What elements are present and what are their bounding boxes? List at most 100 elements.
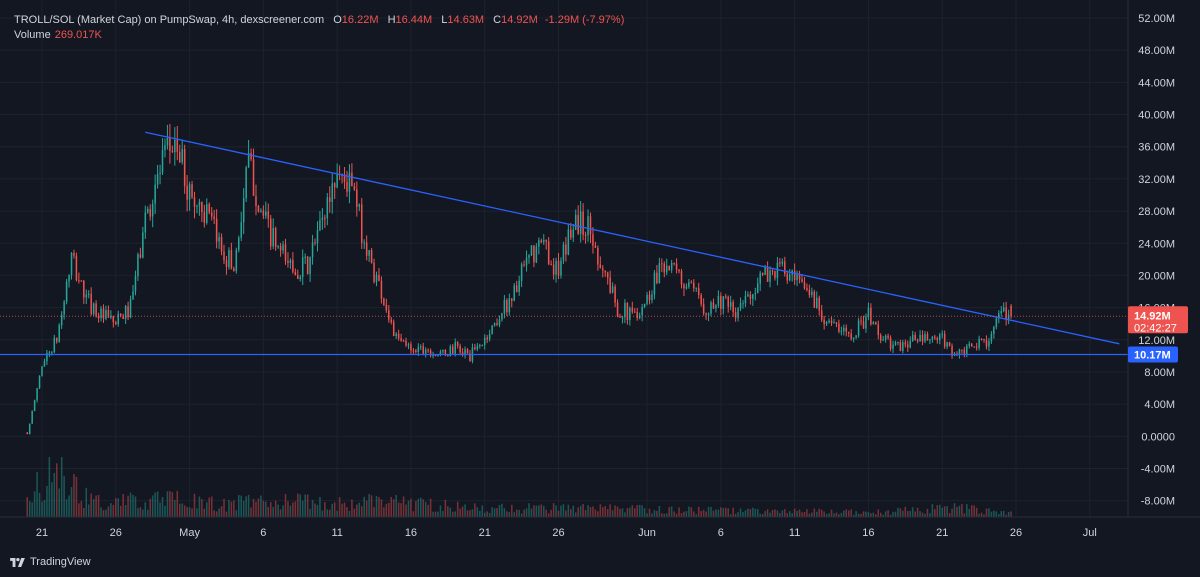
volume-bar xyxy=(242,500,245,517)
candle-body xyxy=(648,294,651,301)
volume-bar xyxy=(501,503,503,517)
candle-body xyxy=(461,352,464,356)
candle-body xyxy=(538,240,540,247)
x-tick-label: 21 xyxy=(479,527,491,539)
candle-body xyxy=(223,251,225,261)
candle-body xyxy=(321,217,324,221)
volume-bar xyxy=(444,499,447,517)
candle-body xyxy=(847,331,850,334)
volume-bar xyxy=(857,513,860,517)
volume-bar xyxy=(186,507,188,517)
candle-body xyxy=(267,211,270,219)
volume-bar xyxy=(326,509,329,517)
candle-body xyxy=(988,341,990,347)
candle-body xyxy=(107,310,110,318)
candle-body xyxy=(503,300,506,314)
volume-bar xyxy=(454,511,456,517)
candle-body xyxy=(737,308,739,318)
volume-bar xyxy=(1002,510,1005,517)
volume-bar xyxy=(897,507,899,517)
candle-body xyxy=(225,260,228,267)
candle-body xyxy=(110,315,112,318)
volume-bar xyxy=(498,504,501,517)
candle-body xyxy=(911,334,914,341)
candle-body xyxy=(574,215,577,230)
candle-body xyxy=(882,339,884,341)
candle-body xyxy=(127,306,129,318)
volume-bar xyxy=(560,505,562,517)
candle-body xyxy=(570,229,572,238)
candle-body xyxy=(63,301,65,315)
volume-bar xyxy=(924,513,926,517)
volume-bar xyxy=(577,507,579,517)
candle-body xyxy=(958,349,961,355)
symbol-title[interactable]: TROLL/SOL (Market Cap) on PumpSwap, 4h, … xyxy=(14,14,325,26)
volume-bar xyxy=(916,507,919,517)
candle-body xyxy=(90,293,92,314)
candle-body xyxy=(488,334,491,340)
candle-body xyxy=(683,284,685,289)
candle-body xyxy=(555,260,557,275)
candle-body xyxy=(274,228,277,247)
candle-body xyxy=(228,250,230,267)
candle-body xyxy=(752,294,754,299)
volume-bar xyxy=(95,495,97,517)
volume-bar xyxy=(911,507,914,517)
candle-body xyxy=(410,344,412,351)
candle-body xyxy=(363,242,365,244)
volume-bar xyxy=(879,512,882,517)
volume-bar xyxy=(867,512,870,517)
volume-bar xyxy=(700,510,702,517)
drawing-layer[interactable] xyxy=(0,131,1128,356)
volume-bar xyxy=(343,502,346,517)
candle-body xyxy=(894,342,897,345)
candle-body xyxy=(796,274,798,281)
volume-bar xyxy=(818,508,820,517)
countdown-label: 02:42:27 xyxy=(1134,322,1177,334)
volume-bar xyxy=(538,505,540,517)
candle-body xyxy=(661,263,663,265)
y-tick-label: 0.0000 xyxy=(1141,431,1175,443)
candle-body xyxy=(803,281,806,289)
volume-bar xyxy=(188,507,191,517)
candle-body xyxy=(806,288,808,290)
candle-body xyxy=(245,167,247,199)
time-axis[interactable]: 21 26 May 6 11 16 21 26 Jun 6 11 16 21 26 Jul xyxy=(0,516,1200,539)
price-axis[interactable]: 52.00M 48.00M 44.00M 40.00M 36.00M 32.00M 28.0… xyxy=(1127,0,1200,517)
volume-bar xyxy=(616,506,619,517)
candle-body xyxy=(897,342,899,344)
legend-row-ohlc: TROLL/SOL (Market Cap) on PumpSwap, 4h, … xyxy=(14,13,624,28)
candle-body xyxy=(658,263,661,284)
volume-bar xyxy=(555,505,557,517)
candle-body xyxy=(542,240,545,243)
candle-body xyxy=(786,273,789,281)
volume-bar xyxy=(1007,512,1010,517)
y-tick-label: 20.00M xyxy=(1138,270,1175,282)
candle-body xyxy=(742,303,744,305)
candle-body xyxy=(769,270,771,282)
candle-body xyxy=(830,320,833,324)
candle-body xyxy=(28,423,31,435)
candle-body xyxy=(943,333,946,347)
candle-body xyxy=(535,246,538,263)
volume-label[interactable]: Volume xyxy=(14,29,51,41)
volume-bar xyxy=(579,505,582,517)
candle-body xyxy=(550,264,552,266)
volume-bar xyxy=(756,508,759,517)
volume-bar xyxy=(720,507,722,517)
candle-body xyxy=(506,300,508,313)
candle-body xyxy=(998,313,1000,319)
candle-body xyxy=(823,319,825,324)
tradingview-brand[interactable]: TradingView xyxy=(10,556,91,568)
volume-bar xyxy=(274,500,277,517)
candle-body xyxy=(771,270,774,272)
candle-body xyxy=(825,322,828,324)
volume-bar xyxy=(732,507,734,517)
candle-body xyxy=(65,281,68,302)
candle-body xyxy=(759,272,761,284)
candle-body xyxy=(646,294,648,304)
candle-body xyxy=(616,302,619,317)
volume-bar xyxy=(813,508,816,517)
